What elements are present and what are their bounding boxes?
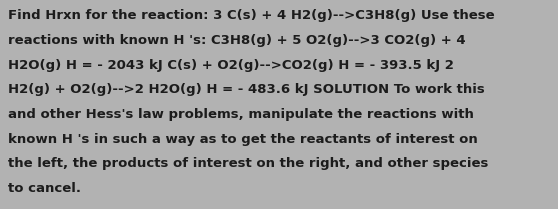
Text: Find Hrxn for the reaction: 3 C(s) + 4 H2(g)-->C3H8(g) Use these: Find Hrxn for the reaction: 3 C(s) + 4 H… bbox=[8, 9, 494, 22]
Text: known H 's in such a way as to get the reactants of interest on: known H 's in such a way as to get the r… bbox=[8, 133, 478, 146]
Text: the left, the products of interest on the right, and other species: the left, the products of interest on th… bbox=[8, 157, 488, 170]
Text: reactions with known H 's: C3H8(g) + 5 O2(g)-->3 CO2(g) + 4: reactions with known H 's: C3H8(g) + 5 O… bbox=[8, 34, 465, 47]
Text: to cancel.: to cancel. bbox=[8, 182, 81, 195]
Text: H2O(g) H = - 2043 kJ C(s) + O2(g)-->CO2(g) H = - 393.5 kJ 2: H2O(g) H = - 2043 kJ C(s) + O2(g)-->CO2(… bbox=[8, 59, 454, 72]
Text: and other Hess's law problems, manipulate the reactions with: and other Hess's law problems, manipulat… bbox=[8, 108, 474, 121]
Text: H2(g) + O2(g)-->2 H2O(g) H = - 483.6 kJ SOLUTION To work this: H2(g) + O2(g)-->2 H2O(g) H = - 483.6 kJ … bbox=[8, 83, 484, 96]
